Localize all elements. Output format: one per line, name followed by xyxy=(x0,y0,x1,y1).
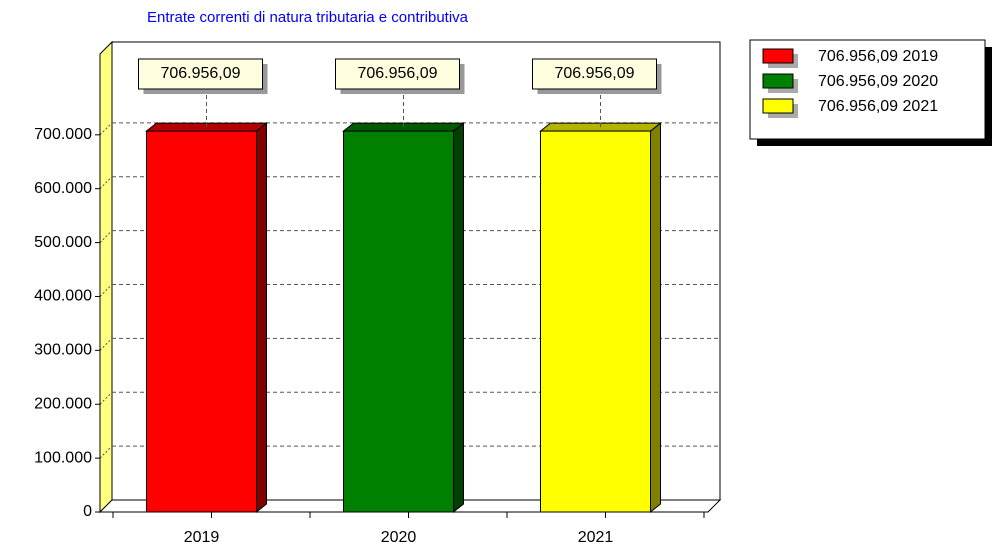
bar xyxy=(540,130,651,513)
left-wall xyxy=(99,40,113,514)
y-tick-label: 300.000 xyxy=(34,342,92,359)
grid-line xyxy=(99,445,113,459)
bar-side xyxy=(256,122,267,514)
y-tick-label: 700.000 xyxy=(34,126,92,143)
legend-swatch xyxy=(762,98,794,114)
bar xyxy=(343,130,454,513)
bar-side xyxy=(650,122,661,514)
y-tick-label: 600.000 xyxy=(34,180,92,197)
grid-line xyxy=(99,284,113,297)
legend-label: 706.956,09 2019 xyxy=(818,48,938,65)
legend-label: 706.956,09 2020 xyxy=(818,73,938,90)
x-tick-label: 2019 xyxy=(184,529,220,546)
y-tick-label: 0 xyxy=(83,503,92,520)
legend-swatch xyxy=(762,73,794,89)
grid-line xyxy=(99,176,113,190)
legend-label: 706.956,09 2021 xyxy=(818,98,938,115)
chart-title: Entrate correnti di natura tributaria e … xyxy=(147,9,469,26)
label-box xyxy=(138,58,263,90)
grid-line xyxy=(99,337,113,351)
x-tick-label: 2020 xyxy=(381,529,417,546)
data-label: 706.956,09 xyxy=(357,65,437,82)
grid-line xyxy=(99,122,113,136)
data-label: 706.956,09 xyxy=(160,65,240,82)
x-tick-label: 2021 xyxy=(578,529,614,546)
y-tick-label: 100.000 xyxy=(34,449,92,466)
grid-line xyxy=(99,230,113,243)
data-label: 706.956,09 xyxy=(554,65,634,82)
label-box xyxy=(532,58,657,90)
label-box xyxy=(335,58,460,90)
y-tick-label: 200.000 xyxy=(34,395,92,412)
bar xyxy=(146,130,257,513)
bar-side xyxy=(453,122,464,514)
y-tick-label: 400.000 xyxy=(34,288,92,305)
y-tick-label: 500.000 xyxy=(34,234,92,251)
grid-line xyxy=(99,391,113,405)
legend-swatch xyxy=(762,48,794,64)
